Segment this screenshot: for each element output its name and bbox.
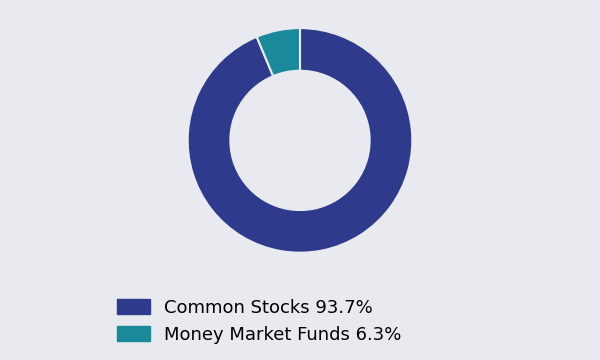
Legend: Common Stocks 93.7%, Money Market Funds 6.3%: Common Stocks 93.7%, Money Market Funds … (117, 299, 401, 344)
Wedge shape (188, 28, 412, 253)
Wedge shape (257, 28, 300, 76)
